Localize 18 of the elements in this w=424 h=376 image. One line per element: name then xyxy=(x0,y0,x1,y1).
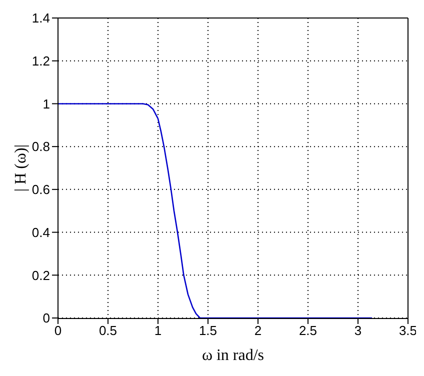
line-series xyxy=(58,103,373,318)
x-tick-label: 0 xyxy=(54,323,62,338)
y-tick-label: 0.2 xyxy=(32,268,50,283)
y-tick-label: 0.6 xyxy=(32,182,50,198)
y-axis-title: | H (ω)| xyxy=(12,144,30,192)
x-axis-title: ω in rad/s xyxy=(202,347,264,364)
y-tick-label: 1.4 xyxy=(32,10,50,26)
x-tick-label: 2 xyxy=(254,323,262,338)
x-tick-label: 1 xyxy=(154,323,162,338)
x-tick-label: 0.5 xyxy=(98,323,118,338)
y-tick-label: 1.2 xyxy=(32,53,50,68)
y-tick-label: 0.8 xyxy=(32,139,50,154)
y-tick-label: 0 xyxy=(42,310,50,326)
y-tick-label: 0.4 xyxy=(32,224,50,240)
y-tick-label: 1 xyxy=(42,96,50,112)
x-tick-label: 3 xyxy=(354,323,362,338)
x-tick-label: 1.5 xyxy=(198,323,218,338)
x-tick-label: 2.5 xyxy=(298,323,318,338)
